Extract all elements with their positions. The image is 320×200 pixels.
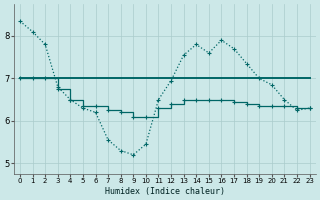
X-axis label: Humidex (Indice chaleur): Humidex (Indice chaleur) [105, 187, 225, 196]
